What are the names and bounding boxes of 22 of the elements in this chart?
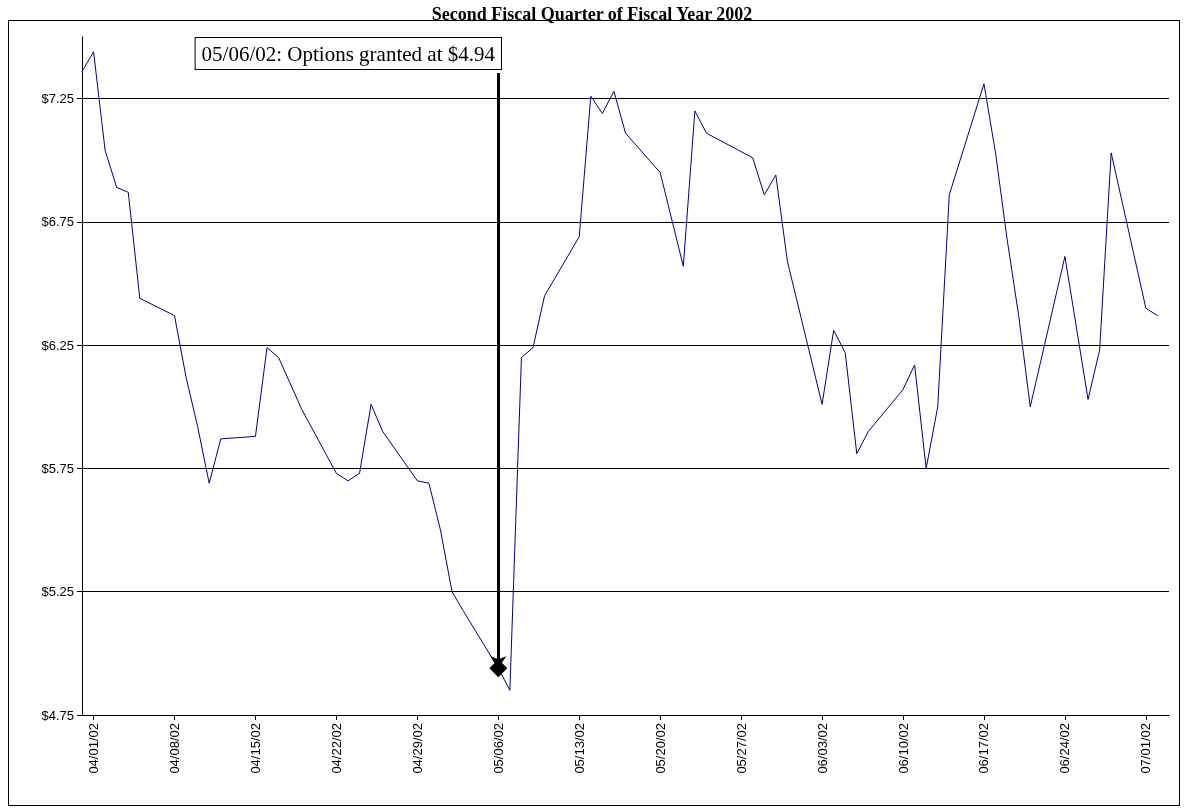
x-tick-label: 05/06/02 <box>490 723 506 774</box>
x-tick-label: 05/20/02 <box>652 723 668 774</box>
x-tick-label: 04/29/02 <box>409 723 425 774</box>
x-tick-label: 06/10/02 <box>895 723 911 774</box>
y-tick-label: $6.75 <box>41 214 74 230</box>
x-tick-label: 06/03/02 <box>814 723 830 774</box>
annotation: 05/06/02: Options granted at $4.94 <box>201 41 496 66</box>
x-tick-label: 04/15/02 <box>247 723 263 774</box>
y-tick-label: $5.75 <box>41 460 74 476</box>
x-tick-label: 06/24/02 <box>1057 723 1073 774</box>
y-tick-label: $7.25 <box>41 91 74 107</box>
x-tick-label: 04/22/02 <box>328 723 344 774</box>
y-tick-label: $4.75 <box>41 707 74 723</box>
x-tick-label: 06/17/02 <box>976 723 992 774</box>
x-tick-label: 07/01/02 <box>1138 723 1154 774</box>
x-tick-label: 05/13/02 <box>571 723 587 774</box>
x-tick-label: 04/01/02 <box>86 723 102 774</box>
x-tick-label: 04/08/02 <box>167 723 183 774</box>
y-tick-label: $5.25 <box>41 584 74 600</box>
y-tick-label: $6.25 <box>41 337 74 353</box>
chart-title: Second Fiscal Quarter of Fiscal Year 2002 <box>431 4 753 24</box>
x-tick-label: 05/27/02 <box>733 723 749 774</box>
